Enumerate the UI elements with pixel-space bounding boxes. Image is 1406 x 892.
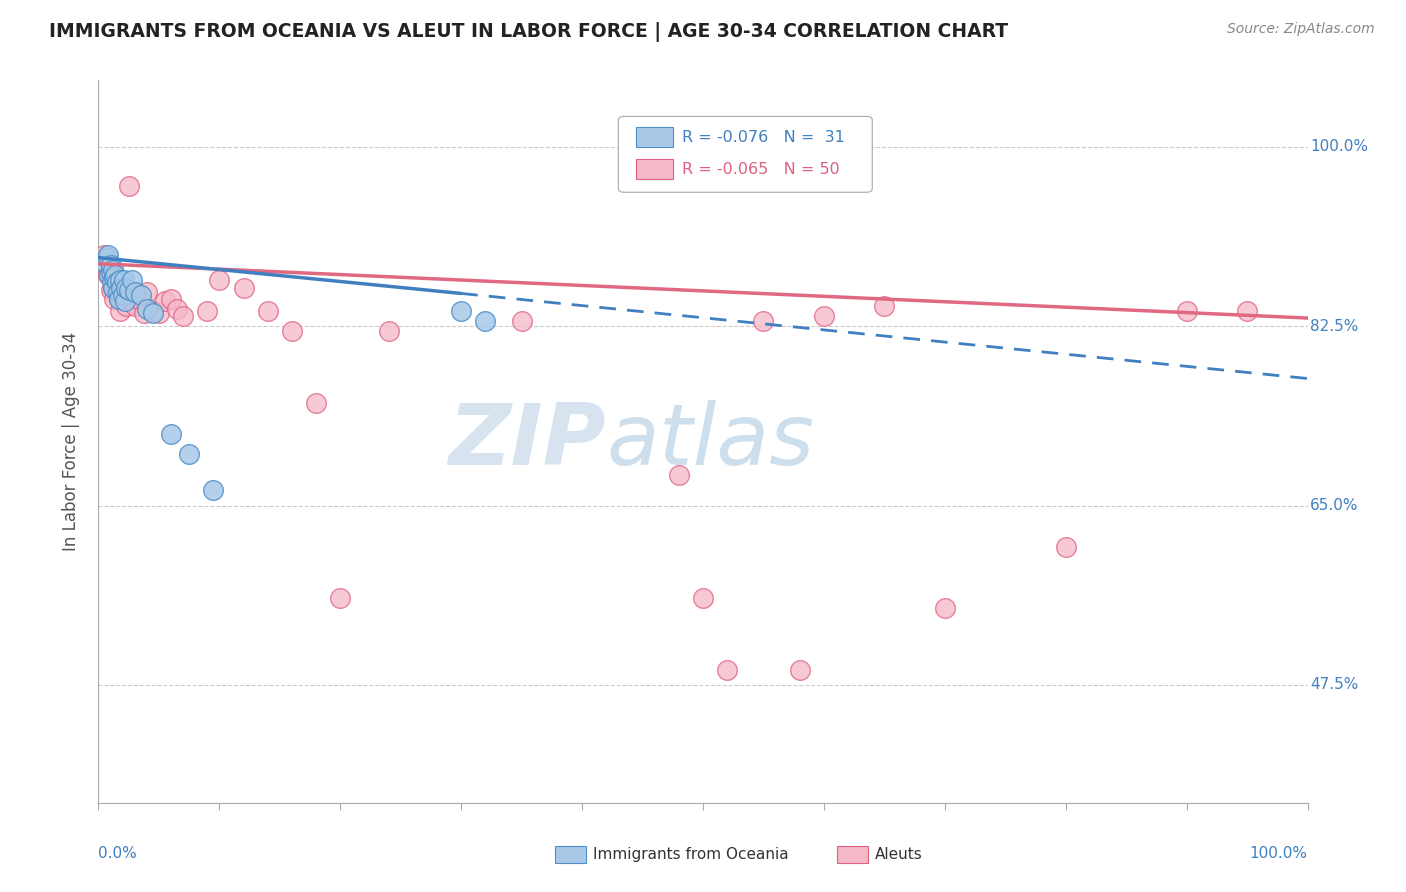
Text: 100.0%: 100.0% xyxy=(1250,847,1308,861)
Point xyxy=(100,271,122,285)
Point xyxy=(100,284,122,298)
Point xyxy=(752,314,775,328)
Point xyxy=(108,273,131,287)
Point xyxy=(135,285,157,300)
Point xyxy=(510,314,533,328)
Text: IMMIGRANTS FROM OCEANIA VS ALEUT IN LABOR FORCE | AGE 30-34 CORRELATION CHART: IMMIGRANTS FROM OCEANIA VS ALEUT IN LABO… xyxy=(49,22,1008,42)
Point xyxy=(110,281,132,295)
Point xyxy=(118,178,141,193)
Point xyxy=(105,275,128,289)
Point xyxy=(118,284,141,298)
Point xyxy=(107,285,129,300)
Point xyxy=(1175,304,1198,318)
Point xyxy=(105,285,128,300)
Text: R = -0.065   N = 50: R = -0.065 N = 50 xyxy=(682,161,841,177)
Point xyxy=(1054,540,1077,554)
Point xyxy=(100,265,122,279)
Point xyxy=(142,306,165,320)
Point xyxy=(305,396,328,410)
Point xyxy=(96,258,118,272)
Point xyxy=(160,426,183,441)
Point xyxy=(97,247,120,261)
Point xyxy=(789,663,811,677)
Point xyxy=(692,591,714,605)
Text: Source: ZipAtlas.com: Source: ZipAtlas.com xyxy=(1227,22,1375,37)
Y-axis label: In Labor Force | Age 30-34: In Labor Force | Age 30-34 xyxy=(62,332,80,551)
Point xyxy=(98,268,121,282)
Point xyxy=(232,281,254,295)
Text: 0.0%: 0.0% xyxy=(98,847,138,861)
Point xyxy=(716,663,738,677)
Point xyxy=(97,268,120,282)
Text: 65.0%: 65.0% xyxy=(1310,498,1358,513)
Point xyxy=(114,293,136,308)
Point xyxy=(104,268,127,282)
Point xyxy=(101,281,124,295)
Point xyxy=(93,254,115,268)
Text: 100.0%: 100.0% xyxy=(1310,139,1368,154)
Text: 82.5%: 82.5% xyxy=(1310,318,1358,334)
Point xyxy=(115,299,138,313)
Point xyxy=(1236,304,1258,318)
Point xyxy=(103,271,125,285)
Point xyxy=(121,273,143,287)
Point xyxy=(172,309,194,323)
Text: Aleuts: Aleuts xyxy=(875,847,922,862)
Point xyxy=(450,304,472,318)
Point xyxy=(142,304,165,318)
Text: R = -0.076   N =  31: R = -0.076 N = 31 xyxy=(682,130,845,145)
Point xyxy=(110,288,132,302)
Point xyxy=(100,275,122,289)
Point xyxy=(160,292,183,306)
Point xyxy=(96,251,118,265)
Point xyxy=(281,324,304,338)
Point xyxy=(93,247,115,261)
Point xyxy=(108,292,131,306)
Point xyxy=(668,467,690,482)
Point xyxy=(103,292,125,306)
Point xyxy=(934,601,956,615)
Point xyxy=(134,306,156,320)
FancyBboxPatch shape xyxy=(637,159,672,179)
Point xyxy=(111,288,134,302)
Point xyxy=(166,301,188,316)
Point xyxy=(124,299,146,313)
Text: ZIP: ZIP xyxy=(449,400,606,483)
Point xyxy=(813,309,835,323)
FancyBboxPatch shape xyxy=(637,128,672,147)
Text: 47.5%: 47.5% xyxy=(1310,677,1358,692)
Point xyxy=(124,285,146,300)
Point xyxy=(105,273,128,287)
Point xyxy=(108,304,131,318)
Point xyxy=(101,263,124,277)
Point xyxy=(129,288,152,302)
Point xyxy=(111,285,134,300)
Point xyxy=(195,304,218,318)
FancyBboxPatch shape xyxy=(619,117,872,193)
Point xyxy=(112,273,135,287)
Point xyxy=(115,281,138,295)
Point xyxy=(114,285,136,300)
Text: atlas: atlas xyxy=(606,400,814,483)
Point xyxy=(129,293,152,308)
Point xyxy=(100,263,122,277)
Point xyxy=(121,288,143,302)
Point xyxy=(107,281,129,295)
Point xyxy=(377,324,399,338)
Point xyxy=(108,292,131,306)
Point xyxy=(153,293,176,308)
Point xyxy=(101,281,124,295)
Point xyxy=(179,447,201,461)
Point xyxy=(148,306,170,320)
Point xyxy=(256,304,278,318)
Point xyxy=(100,258,122,272)
Point xyxy=(873,299,896,313)
Point xyxy=(329,591,352,605)
Point xyxy=(135,301,157,316)
Point xyxy=(112,281,135,295)
Point xyxy=(474,314,496,328)
Point xyxy=(208,273,231,287)
Text: Immigrants from Oceania: Immigrants from Oceania xyxy=(593,847,789,862)
Point xyxy=(202,483,225,498)
